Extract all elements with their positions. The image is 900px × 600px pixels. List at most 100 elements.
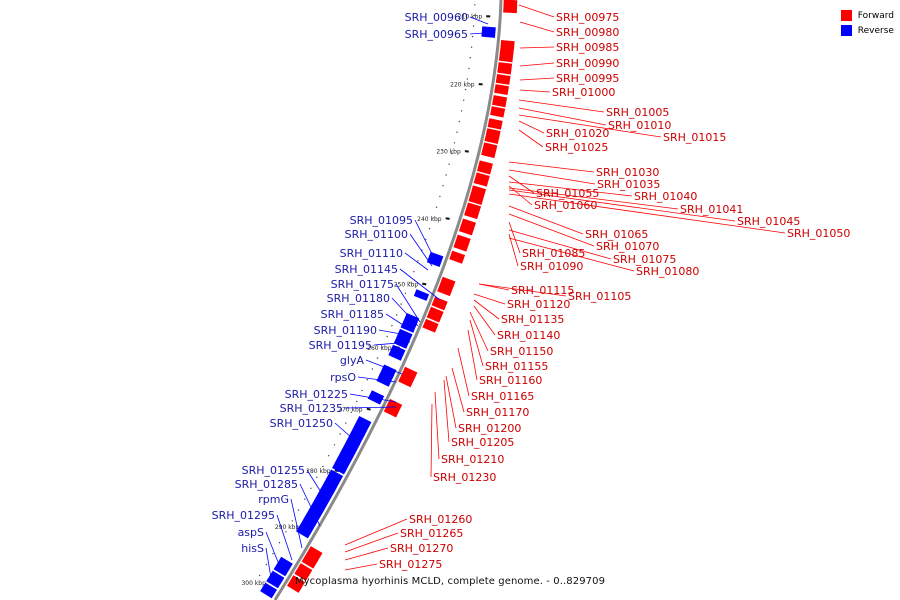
reverse-leader — [378, 329, 413, 337]
tick-label: 260 kbp — [367, 345, 392, 352]
reverse-leader — [306, 469, 327, 501]
forward-gene — [301, 546, 323, 569]
forward-gene — [476, 160, 493, 175]
reverse-swatch — [840, 25, 852, 36]
forward-leader — [344, 532, 399, 553]
forward-gene — [491, 95, 508, 108]
guide-dot — [400, 303, 402, 305]
guide-dot — [391, 325, 393, 327]
forward-gene — [503, 0, 518, 14]
reverse-leader — [399, 268, 441, 301]
forward-leader — [508, 187, 679, 210]
reverse-gene — [260, 582, 278, 599]
forward-gene-label: SRH_01120 — [507, 298, 570, 311]
forward-leader — [344, 518, 408, 546]
gene-labels: SRH_00975 SRH_00980 SRH_00985 SRH_00990 SRH_… — [212, 11, 851, 571]
guide-dot — [453, 142, 456, 144]
forward-gene — [473, 172, 490, 187]
forward-gene — [422, 318, 439, 333]
reverse-leader — [265, 547, 273, 585]
guide-dot — [413, 271, 415, 273]
forward-leader — [508, 233, 519, 267]
forward-leader — [518, 99, 605, 113]
forward-leader — [508, 169, 596, 185]
forward-leader — [508, 189, 736, 222]
forward-leader — [451, 367, 465, 413]
forward-leader — [473, 305, 496, 336]
forward-leader — [519, 89, 551, 93]
reverse-leader — [409, 233, 433, 267]
reverse-gene-label: SRH_01180 — [327, 292, 390, 305]
legend-item-reverse: Reverse — [840, 23, 894, 38]
tick-label: 280 kbp — [306, 468, 331, 475]
forward-leader — [457, 347, 470, 397]
forward-leader — [518, 120, 545, 134]
forward-leader — [508, 205, 584, 235]
forward-gene — [490, 106, 506, 118]
forward-gene-label: SRH_01020 — [546, 127, 609, 140]
guide-dot — [471, 35, 474, 38]
forward-leader — [508, 181, 633, 197]
forward-gene-label: SRH_01025 — [545, 141, 608, 154]
guide-dot — [428, 228, 431, 230]
guide-dot — [350, 411, 352, 413]
forward-leader — [473, 293, 506, 305]
tick-label: 250 kbp — [394, 281, 419, 288]
forward-gene-label: SRH_01000 — [552, 86, 615, 99]
forward-gene-label: SRH_01035 — [597, 178, 660, 191]
forward-leader — [478, 283, 567, 297]
reverse-gene-label: SRH_01235 — [280, 402, 343, 415]
forward-gene-label: SRH_01155 — [485, 360, 548, 373]
forward-gene-label: SRH_01140 — [497, 329, 560, 342]
label-leaders — [265, 4, 786, 585]
reverse-gene-label: SRH_00960 — [405, 11, 468, 24]
reverse-gene-label: SRH_01255 — [242, 464, 305, 477]
tick-label: 300 kbp — [241, 580, 266, 587]
reverse-gene-label: SRH_01250 — [270, 417, 333, 430]
forward-leader — [344, 547, 389, 561]
tick-label: 220 kbp — [450, 81, 475, 88]
forward-gene-label: SRH_01270 — [390, 542, 453, 555]
reverse-gene-label: SRH_01175 — [331, 278, 394, 291]
reverse-gene — [388, 344, 406, 361]
forward-leader — [469, 311, 489, 352]
reverse-leader — [344, 406, 397, 409]
guide-dot — [278, 542, 281, 544]
reverse-gene-label: SRH_01195 — [309, 339, 372, 352]
tick-mark — [464, 150, 469, 153]
forward-gene-label: SRH_01150 — [490, 345, 553, 358]
guide-dot — [322, 465, 324, 468]
tick-label: 270 kbp — [338, 407, 363, 414]
guide-dot — [472, 25, 475, 27]
forward-gene — [449, 250, 466, 264]
guide-dot — [469, 57, 471, 59]
forward-gene-label: SRH_01085 — [522, 247, 585, 260]
reverse-gene — [296, 469, 344, 539]
forward-gene — [426, 306, 444, 323]
tick-mark — [445, 217, 450, 220]
map-title: Mycoplasma hyorhinis MCLD, complete geno… — [294, 576, 606, 587]
reverse-gene-label: SRH_01110 — [340, 247, 403, 260]
reverse-gene — [331, 416, 372, 475]
guide-dot — [468, 67, 470, 70]
forward-leader — [519, 46, 555, 49]
forward-gene-label: SRH_01065 — [585, 228, 648, 241]
reverse-gene-label: SRH_01225 — [285, 388, 348, 401]
guide-dot — [463, 99, 465, 101]
reverse-gene-label: rpmG — [258, 493, 289, 506]
forward-leader — [469, 319, 484, 367]
reverse-leader — [349, 393, 397, 403]
legend: Forward Reverse — [840, 8, 894, 38]
forward-gene-label: SRH_01160 — [479, 374, 542, 387]
tick-label: 240 kbp — [417, 216, 442, 223]
genome-backbone — [273, 0, 503, 600]
forward-leader — [519, 77, 555, 81]
forward-gene — [464, 202, 482, 220]
forward-gene-label: SRH_01200 — [458, 422, 521, 435]
forward-leader — [508, 161, 595, 173]
forward-gene-label: SRH_01055 — [536, 187, 599, 200]
guide-dot — [304, 498, 306, 500]
forward-gene-label: SRH_01165 — [471, 390, 534, 403]
inner-dots — [259, 4, 476, 577]
